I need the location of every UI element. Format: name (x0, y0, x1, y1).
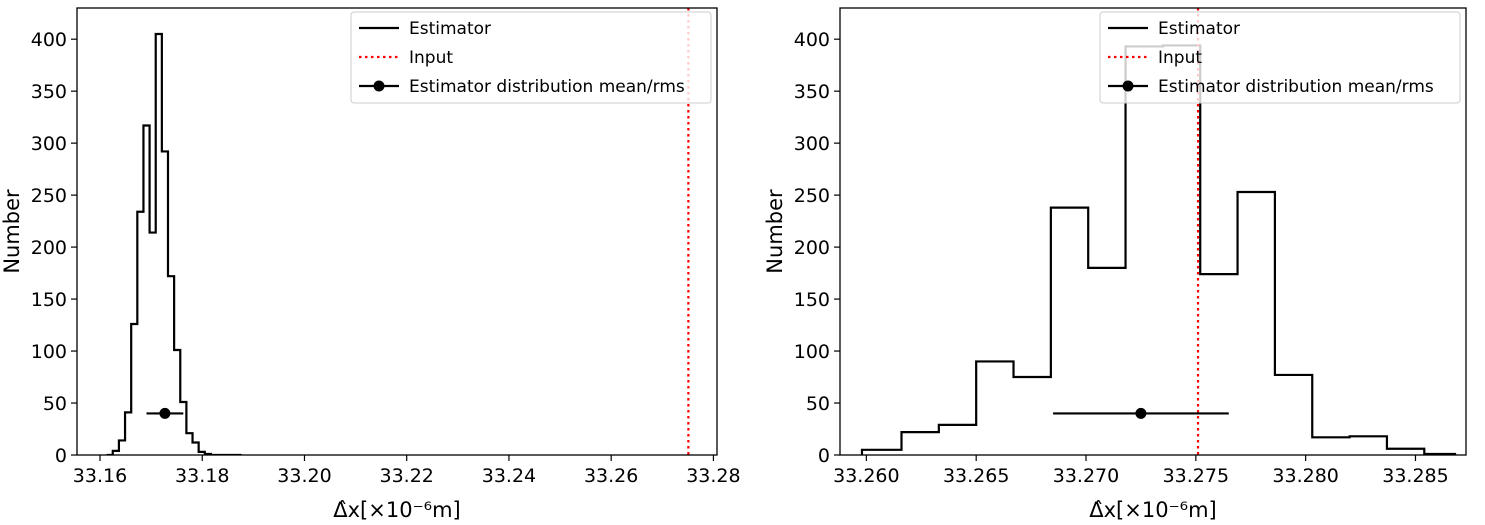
x-tick-label: 33.285 (1382, 465, 1448, 487)
y-tick-label: 100 (31, 341, 67, 363)
y-tick-label: 400 (31, 29, 67, 51)
estimator-histogram-step (860, 44, 1457, 455)
legend-errorbar-label: Estimator distribution mean/rms (409, 77, 685, 97)
y-axis-label: Number (0, 189, 24, 274)
legend-errorbar-point (373, 80, 385, 92)
x-tick-label: 33.280 (1272, 465, 1338, 487)
x-tick-label: 33.260 (833, 465, 899, 487)
x-tick-label: 33.18 (175, 465, 229, 487)
y-tick-label: 50 (43, 393, 67, 415)
x-tick-label: 33.265 (943, 465, 1009, 487)
y-tick-label: 300 (31, 133, 67, 155)
x-tick-label: 33.22 (380, 465, 434, 487)
legend-input-label: Input (1158, 48, 1202, 68)
legend-errorbar-label: Estimator distribution mean/rms (1158, 77, 1434, 97)
y-tick-label: 150 (31, 289, 67, 311)
right-histogram-panel: 33.260 33.265 33.270 33.275 33.280 33.285 0 50 1… (763, 7, 1467, 522)
legend-box (350, 11, 712, 104)
mean-point (1135, 407, 1147, 419)
legend-box (1099, 11, 1461, 104)
mean-point (159, 407, 171, 419)
y-tick-label: 200 (31, 237, 67, 259)
y-tick-label: 350 (794, 81, 830, 103)
y-tick-label: 100 (794, 341, 830, 363)
y-tick-label: 150 (794, 289, 830, 311)
y-tick-label: 50 (806, 393, 830, 415)
legend-input-label: Input (409, 48, 453, 68)
x-axis-label: Δ̂x[×10⁻⁶m] (333, 498, 460, 522)
y-tick-label: 400 (794, 29, 830, 51)
y-tick-label: 200 (794, 237, 830, 259)
left-histogram-panel: 33.16 33.18 33.20 33.22 33.24 33.26 33.28 0 50 10… (0, 7, 741, 522)
y-tick-label: 300 (794, 133, 830, 155)
legend-estimator-label: Estimator (1158, 19, 1240, 39)
legend-errorbar-point (1122, 80, 1134, 92)
estimator-histogram-step (106, 32, 242, 455)
y-axis-label: Number (763, 189, 787, 274)
axes-frame (76, 7, 718, 456)
x-tick-label: 33.26 (584, 465, 638, 487)
legend-estimator-label: Estimator (409, 19, 491, 39)
x-axis-label: Δ̂x[×10⁻⁶m] (1089, 498, 1216, 522)
x-tick-label: 33.16 (73, 465, 127, 487)
x-tick-label: 33.20 (277, 465, 331, 487)
y-tick-label: 0 (818, 445, 830, 467)
x-tick-label: 33.270 (1053, 465, 1119, 487)
x-tick-label: 33.24 (482, 465, 536, 487)
y-tick-label: 0 (55, 445, 67, 467)
x-tick-label: 33.275 (1163, 465, 1229, 487)
axes-frame (839, 7, 1467, 456)
y-tick-label: 250 (31, 185, 67, 207)
y-tick-label: 250 (794, 185, 830, 207)
x-tick-label: 33.28 (686, 465, 740, 487)
y-tick-label: 350 (31, 81, 67, 103)
